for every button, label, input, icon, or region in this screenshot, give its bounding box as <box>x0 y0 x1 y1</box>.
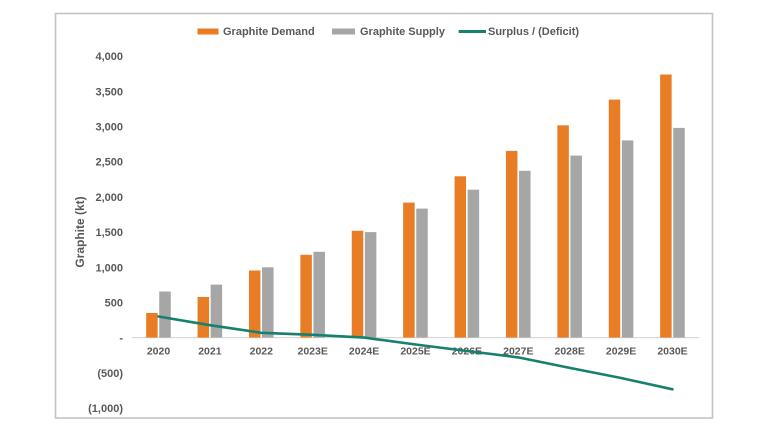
svg-text:500: 500 <box>105 298 123 310</box>
svg-text:2021: 2021 <box>198 346 222 358</box>
svg-text:Graphite Demand: Graphite Demand <box>223 26 315 38</box>
svg-text:2028E: 2028E <box>555 346 585 358</box>
svg-text:2020: 2020 <box>147 346 171 358</box>
svg-text:4,000: 4,000 <box>95 51 123 63</box>
svg-text:2024E: 2024E <box>349 346 379 358</box>
svg-text:3,000: 3,000 <box>95 122 123 134</box>
svg-text:Graphite (kt): Graphite (kt) <box>73 196 87 267</box>
svg-text:1,500: 1,500 <box>95 227 123 239</box>
svg-text:2025E: 2025E <box>400 346 430 358</box>
svg-text:2022: 2022 <box>250 346 274 358</box>
svg-text:1,000: 1,000 <box>95 262 123 274</box>
svg-text:2029E: 2029E <box>606 346 636 358</box>
svg-text:2030E: 2030E <box>657 346 687 358</box>
svg-text:Graphite Supply: Graphite Supply <box>360 26 446 38</box>
svg-text:2,000: 2,000 <box>95 192 123 204</box>
svg-text:2,500: 2,500 <box>95 157 123 169</box>
svg-text:(500): (500) <box>97 368 123 380</box>
svg-text:Surplus / (Deficit): Surplus / (Deficit) <box>488 26 579 38</box>
svg-text:2027E: 2027E <box>503 346 533 358</box>
svg-text:-: - <box>119 333 123 345</box>
svg-text:(1,000): (1,000) <box>88 403 123 415</box>
svg-text:2023E: 2023E <box>298 346 328 358</box>
svg-text:3,500: 3,500 <box>95 86 123 98</box>
